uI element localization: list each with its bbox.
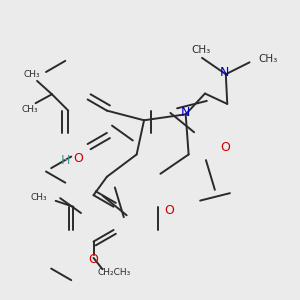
Text: H: H	[61, 154, 70, 167]
Text: CH₃: CH₃	[21, 105, 38, 114]
Text: O: O	[220, 140, 230, 154]
Text: N: N	[181, 106, 190, 119]
Text: O: O	[74, 152, 84, 165]
Text: CH₃: CH₃	[30, 194, 47, 202]
Text: CH₂CH₃: CH₂CH₃	[98, 268, 131, 277]
Text: CH₃: CH₃	[23, 70, 40, 79]
Text: N: N	[220, 66, 229, 79]
Text: CH₃: CH₃	[259, 54, 278, 64]
Text: O: O	[164, 204, 174, 218]
Text: O: O	[88, 253, 98, 266]
Text: CH₃: CH₃	[191, 45, 210, 56]
